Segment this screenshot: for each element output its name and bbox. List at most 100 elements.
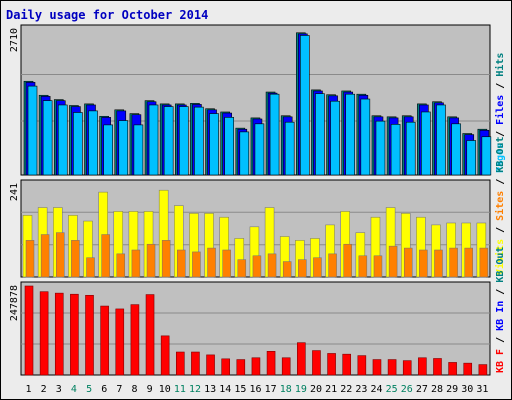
legend-entry: KB In xyxy=(495,301,506,331)
bar-pages-day-6 xyxy=(103,124,113,176)
x-tick-label: 27 xyxy=(416,384,428,395)
bar-pages-day-30 xyxy=(466,140,477,176)
bar-pages-day-3 xyxy=(57,104,68,176)
bar-kb-f-day-19 xyxy=(297,342,306,376)
bar-kb-f-day-18 xyxy=(281,357,291,376)
x-tick-label: 2 xyxy=(41,384,47,395)
bar-sites-day-12 xyxy=(192,251,201,278)
x-tick-label: 18 xyxy=(280,384,292,395)
bar-pages-day-13 xyxy=(209,113,219,176)
bar-kb-f-day-26 xyxy=(402,360,412,376)
x-tick-label: 20 xyxy=(310,384,322,395)
x-tick-label: 23 xyxy=(355,384,367,395)
bar-kb-f-day-7 xyxy=(115,308,125,376)
bar-sites-day-13 xyxy=(207,247,216,278)
bar-pages-day-27 xyxy=(421,111,431,176)
x-tick-label: 30 xyxy=(461,384,473,395)
bar-kb-f-day-10 xyxy=(160,335,170,376)
y-max-label: 247878 xyxy=(9,285,20,321)
x-tick-label: 12 xyxy=(189,384,201,395)
bar-sites-day-28 xyxy=(434,249,443,278)
bar-kb-f-day-21 xyxy=(327,353,336,376)
bar-kb-f-day-29 xyxy=(448,362,457,376)
legend-top: Pages / Files / Hits xyxy=(494,53,506,173)
bar-pages-day-23 xyxy=(360,98,371,176)
bar-sites-day-11 xyxy=(177,249,186,278)
bar-kb-f-day-6 xyxy=(100,305,109,376)
bar-kb-f-day-14 xyxy=(221,358,230,376)
bar-kb-f-day-13 xyxy=(206,354,215,376)
bar-pages-day-11 xyxy=(178,106,189,176)
chart-title: Daily usage for October 2014 xyxy=(6,8,208,22)
bar-kb-f-day-12 xyxy=(191,351,200,376)
x-tick-label: 11 xyxy=(174,384,186,395)
bar-kb-f-day-25 xyxy=(387,359,397,376)
x-tick-label: 3 xyxy=(56,384,62,395)
bar-kb-f-day-1 xyxy=(24,285,34,376)
legend-entry: KB F xyxy=(495,349,506,373)
bar-sites-day-1 xyxy=(25,240,35,278)
bar-sites-day-3 xyxy=(56,232,65,278)
bar-sites-day-10 xyxy=(161,240,171,278)
bar-sites-day-23 xyxy=(358,255,368,278)
bar-kb-f-day-27 xyxy=(418,357,427,376)
bar-pages-day-14 xyxy=(224,117,234,176)
bar-kb-f-day-16 xyxy=(251,357,261,376)
bar-sites-day-24 xyxy=(373,255,383,278)
legend-bottom: KB F / KB In / KB Out xyxy=(495,247,506,373)
x-tick-label: 31 xyxy=(476,384,488,395)
x-tick-label: 19 xyxy=(295,384,307,395)
x-tick-label: 4 xyxy=(71,384,77,395)
bar-pages-day-20 xyxy=(315,93,325,176)
bar-kb-f-day-30 xyxy=(463,362,473,376)
bar-sites-day-17 xyxy=(267,253,277,278)
bar-kb-f-day-15 xyxy=(236,359,246,376)
y-max-label: 2710 xyxy=(9,28,20,52)
bar-pages-day-25 xyxy=(390,124,401,176)
bar-pages-day-1 xyxy=(27,85,38,176)
x-tick-label: 10 xyxy=(159,384,171,395)
legend-entry: KB Out xyxy=(495,137,506,173)
bar-kb-f-day-5 xyxy=(85,294,94,376)
legend-entry: Sites xyxy=(494,191,506,221)
panel-top: 2710 Pages / Files / Hits xyxy=(9,24,506,176)
bar-sites-day-6 xyxy=(101,234,110,278)
bar-sites-day-18 xyxy=(282,261,292,278)
bar-kb-f-day-28 xyxy=(433,358,442,376)
x-tick-label: 1 xyxy=(26,384,32,395)
bar-kb-f-day-2 xyxy=(39,291,49,376)
bar-pages-day-29 xyxy=(451,123,461,176)
bar-sites-day-15 xyxy=(237,259,247,278)
bar-kb-f-day-11 xyxy=(175,351,185,376)
bar-pages-day-15 xyxy=(239,131,250,176)
bar-sites-day-9 xyxy=(146,243,156,278)
bar-pages-day-4 xyxy=(73,112,83,176)
bar-pages-day-26 xyxy=(405,121,416,176)
bar-sites-day-27 xyxy=(419,249,428,278)
bar-kb-f-day-4 xyxy=(70,293,79,376)
bar-sites-day-21 xyxy=(328,253,337,278)
bar-kb-f-day-24 xyxy=(372,359,382,376)
bar-sites-day-5 xyxy=(86,257,95,278)
x-tick-label: 7 xyxy=(116,384,122,395)
bar-sites-day-2 xyxy=(40,234,50,278)
bar-sites-day-20 xyxy=(313,257,322,278)
bar-kb-f-day-22 xyxy=(342,353,352,376)
bar-sites-day-31 xyxy=(479,247,489,278)
legend-entry: KB Out xyxy=(495,247,506,283)
x-tick-label: 16 xyxy=(249,384,261,395)
bar-pages-day-19 xyxy=(300,35,310,176)
x-tick-label: 5 xyxy=(86,384,92,395)
bar-sites-day-30 xyxy=(464,247,473,278)
x-tick-label: 24 xyxy=(371,384,383,395)
bar-sites-day-22 xyxy=(343,243,352,278)
bar-sites-day-8 xyxy=(131,249,141,278)
bar-sites-day-29 xyxy=(449,247,458,278)
bar-kb-f-day-20 xyxy=(312,350,321,376)
bar-pages-day-5 xyxy=(88,110,98,176)
bar-sites-day-14 xyxy=(222,249,231,278)
bar-pages-day-12 xyxy=(194,106,204,176)
x-tick-label: 21 xyxy=(325,384,337,395)
bar-kb-f-day-31 xyxy=(478,364,488,376)
